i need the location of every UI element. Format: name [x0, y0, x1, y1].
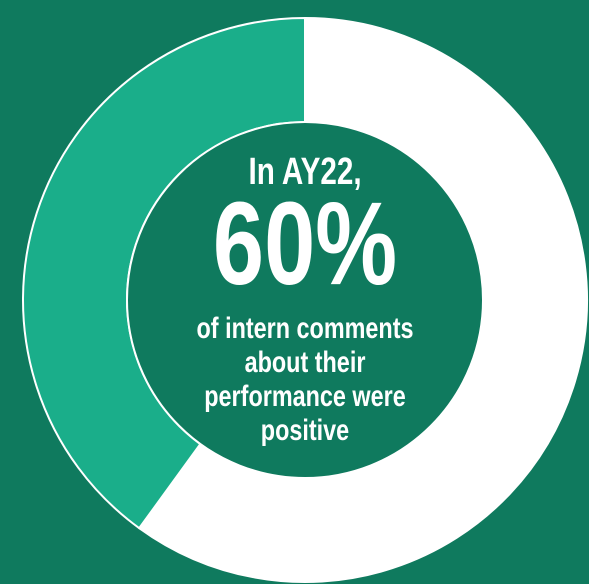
title: In AY22,	[248, 151, 361, 193]
caption-line: of intern comments	[196, 311, 413, 344]
donut-hole	[126, 121, 484, 479]
caption-line: positive	[261, 413, 349, 446]
value-label: 60%	[213, 178, 397, 310]
caption-line: performance were	[204, 379, 406, 412]
caption-line: about their	[245, 345, 366, 378]
